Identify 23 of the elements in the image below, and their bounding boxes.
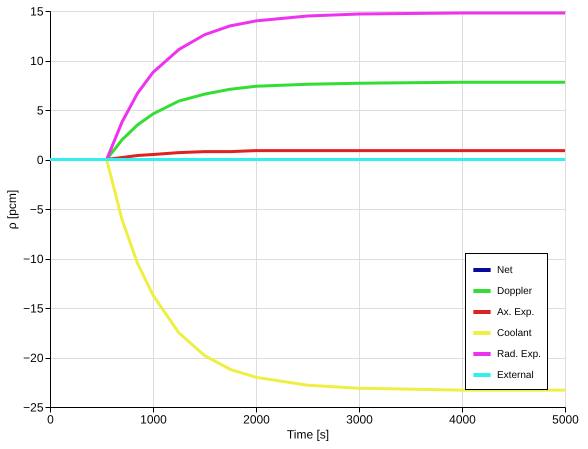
legend-label: Net — [497, 265, 513, 276]
legend-label: Ax. Exp. — [497, 307, 534, 318]
x-tick-label: 0 — [47, 412, 54, 426]
x-tick-label: 4000 — [449, 412, 476, 426]
x-tick-label: 5000 — [552, 412, 580, 426]
legend-label: Doppler — [497, 286, 533, 297]
y-tick-label: 0 — [36, 153, 44, 167]
legend-label: Coolant — [497, 328, 532, 339]
y-tick-label: 5 — [36, 104, 44, 118]
x-tick-label: 1000 — [140, 412, 168, 426]
x-tick-label: 3000 — [346, 412, 374, 426]
y-tick-label: −15 — [23, 302, 44, 316]
legend-label: Rad. Exp. — [497, 349, 541, 360]
y-tick-label: 15 — [30, 4, 44, 18]
x-tick-label: 2000 — [243, 412, 270, 426]
y-tick-label: 10 — [30, 54, 44, 68]
y-tick-label: −20 — [23, 351, 44, 365]
y-tick-label: −25 — [23, 400, 44, 414]
legend-label: External — [497, 370, 534, 381]
x-axis-title: Time [s] — [286, 428, 330, 442]
y-tick-label: −5 — [30, 202, 44, 216]
y-tick-label: −10 — [23, 252, 44, 266]
y-axis-title: ρ [pcm] — [5, 190, 20, 230]
